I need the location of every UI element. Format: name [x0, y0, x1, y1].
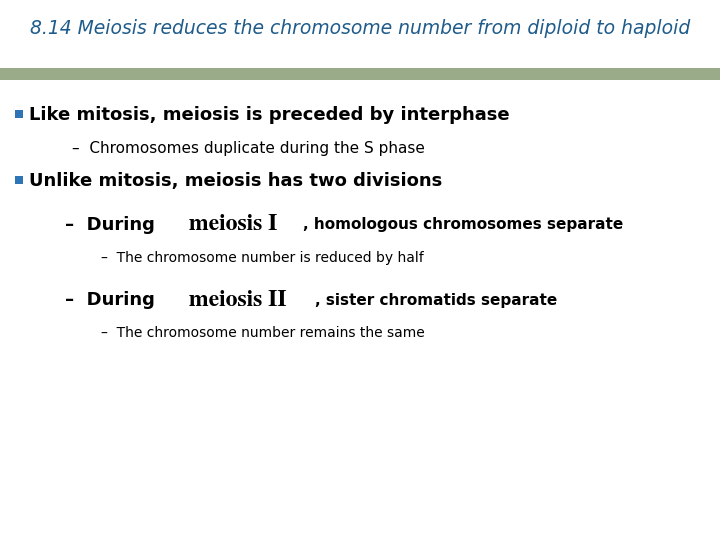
Text: –  The chromosome number remains the same: – The chromosome number remains the same: [101, 326, 425, 340]
Text: 8.14 Meiosis reduces the chromosome number from diploid to haploid: 8.14 Meiosis reduces the chromosome numb…: [30, 18, 690, 37]
Text: –  During: – During: [65, 216, 161, 234]
Bar: [15, 176, 23, 184]
Text: –  During: – During: [65, 291, 161, 309]
Text: Like mitosis, meiosis is preceded by interphase: Like mitosis, meiosis is preceded by int…: [29, 106, 510, 124]
Text: , sister chromatids separate: , sister chromatids separate: [315, 293, 557, 307]
Text: Unlike mitosis, meiosis has two divisions: Unlike mitosis, meiosis has two division…: [29, 172, 442, 190]
Text: –  The chromosome number is reduced by half: – The chromosome number is reduced by ha…: [101, 251, 423, 265]
Text: –  Chromosomes duplicate during the S phase: – Chromosomes duplicate during the S pha…: [72, 140, 425, 156]
Bar: [0, 68, 720, 80]
Text: , homologous chromosomes separate: , homologous chromosomes separate: [303, 218, 623, 233]
Bar: [15, 110, 23, 118]
Text: meiosis II: meiosis II: [189, 289, 287, 310]
Text: meiosis I: meiosis I: [189, 214, 277, 235]
